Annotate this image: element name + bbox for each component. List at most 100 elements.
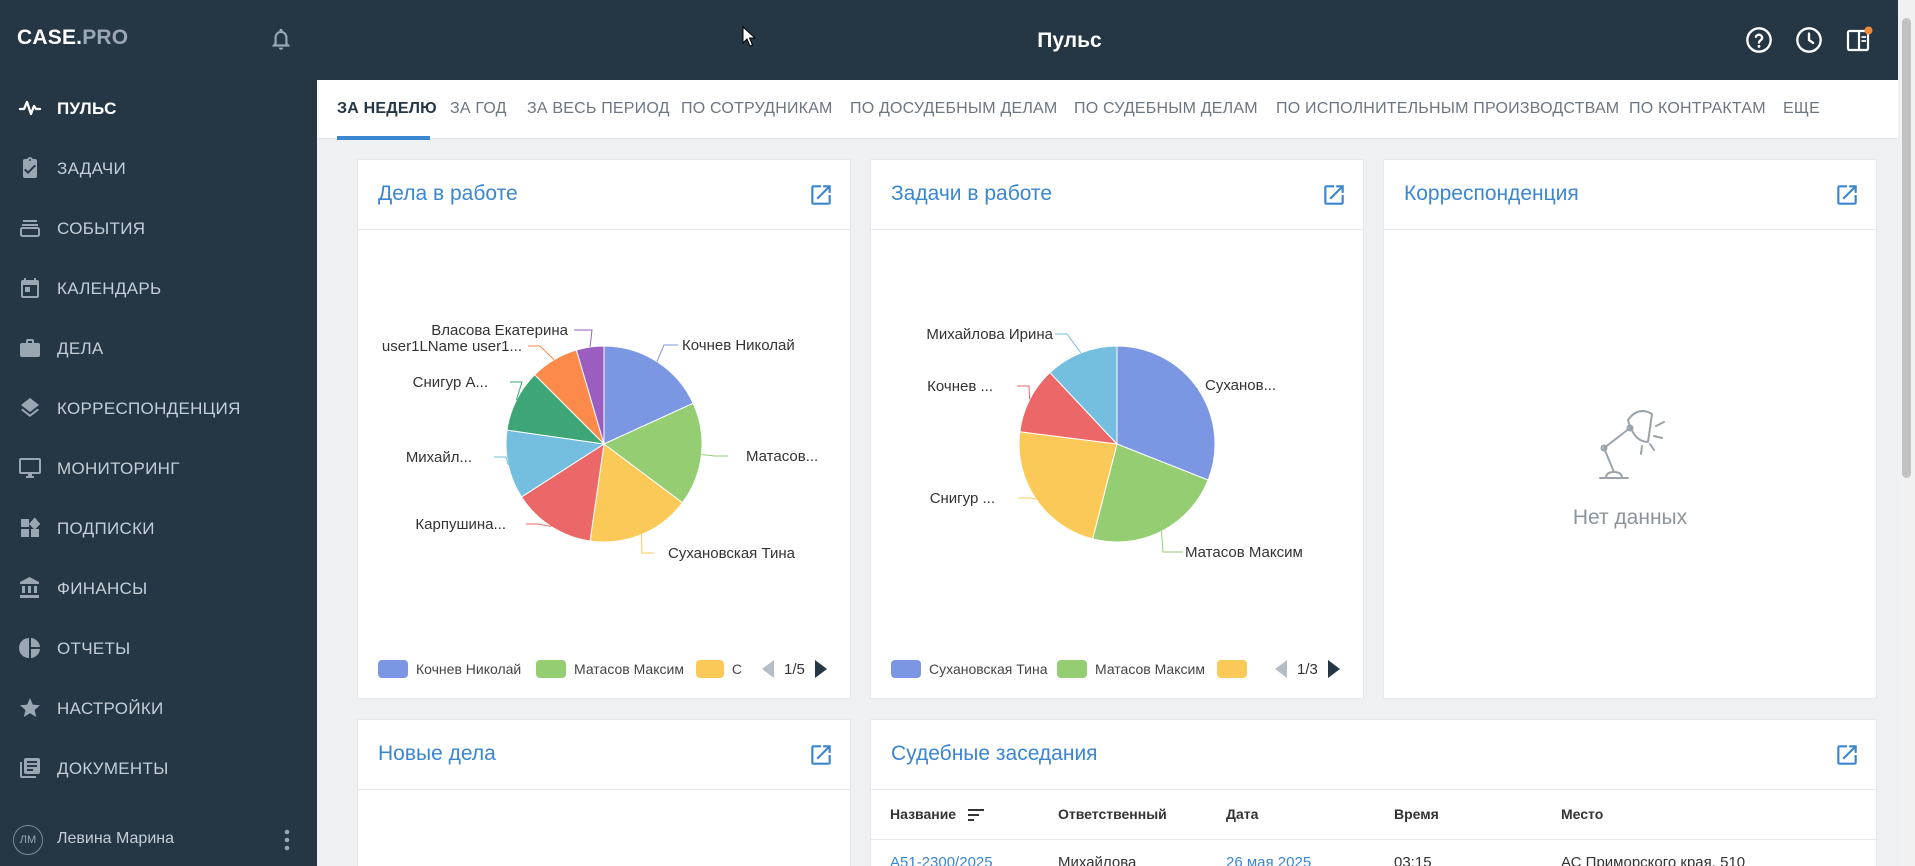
legend-swatch (536, 660, 566, 678)
help-icon[interactable] (1745, 26, 1773, 54)
pie-slice[interactable] (1049, 345, 1118, 446)
pie-leader-line (641, 534, 654, 554)
tab-7[interactable]: ПО ИСПОЛНИТЕЛЬНЫМ ПРОИЗВОДСТВАМ (1276, 100, 1620, 117)
events-icon (20, 220, 40, 237)
legend-prev-button[interactable] (762, 660, 774, 678)
sidebar-item-5[interactable]: ДЕЛА (0, 324, 317, 372)
sidebar-item-7[interactable]: МОНИТОРИНГ (0, 444, 317, 492)
tab-1[interactable]: ЗА НЕДЕЛЮ (337, 80, 437, 140)
scrollbar-thumb[interactable] (1902, 18, 1911, 478)
sidebar-item-label: КОРРЕСПОНДЕНЦИЯ (57, 399, 241, 418)
pie-label: Михайл... (406, 449, 472, 466)
tab-9[interactable]: ЕЩЕ (1783, 100, 1820, 117)
legend-item[interactable]: С (696, 658, 742, 680)
open-external-icon[interactable] (1834, 182, 1860, 208)
panel-toggle-icon[interactable] (1845, 26, 1873, 54)
sidebar-item-label: СОБЫТИЯ (57, 219, 146, 238)
legend-label: Матасов Максим (1095, 661, 1205, 677)
date-link[interactable]: 26 мая 2025 (1226, 854, 1312, 866)
pie-slice[interactable] (505, 429, 606, 498)
tab-5[interactable]: ПО ДОСУДЕБНЫМ ДЕЛАМ (850, 100, 1058, 117)
sidebar-item-label: КАЛЕНДАРЬ (57, 279, 162, 298)
column-header-date[interactable]: Дата (1226, 806, 1259, 822)
legend-page-indicator: 1/5 (784, 660, 805, 678)
period-tabs: ЗА НЕДЕЛЮ ЗА ГОД ЗА ВЕСЬ ПЕРИОД ПО СОТРУДНИ… (317, 80, 1898, 140)
legend-item[interactable]: Матасов Максим (1057, 658, 1205, 680)
pie-label: Карпушина... (415, 516, 506, 533)
sidebar-item-9[interactable]: ФИНАНСЫ (0, 564, 317, 612)
bank-icon (20, 577, 39, 598)
pie-slice[interactable] (603, 402, 703, 504)
legend-swatch (891, 660, 921, 678)
sidebar-item-label: МОНИТОРИНГ (57, 459, 180, 478)
case-number-link[interactable]: А51-2300/2025 (890, 854, 993, 866)
legend-item[interactable] (1217, 658, 1257, 680)
pie-label: Кочнев ... (927, 378, 993, 395)
card-title: Судебные заседания (891, 742, 1098, 765)
card-title: Дела в работе (378, 182, 518, 205)
time-cell: 03:15 (1394, 854, 1432, 866)
sidebar-item-12[interactable]: ДОКУМЕНТЫ (0, 744, 317, 792)
history-clock-icon[interactable] (1795, 26, 1823, 54)
column-header-responsible[interactable]: Ответственный (1058, 806, 1167, 822)
app-logo[interactable]: CASE.PRO (17, 26, 129, 49)
sidebar-item-label: НАСТРОЙКИ (57, 699, 164, 718)
user-name: Левина Марина (57, 830, 174, 847)
layers-icon (21, 398, 39, 417)
open-external-icon[interactable] (1834, 742, 1860, 768)
sidebar-item-1[interactable]: ПУЛЬС (0, 84, 317, 132)
bell-icon[interactable] (268, 26, 294, 52)
pie-label: user1LName user1... (382, 338, 522, 355)
pie-label: Сухановская Тина (668, 545, 796, 562)
sidebar-item-label: ДОКУМЕНТЫ (57, 759, 169, 778)
more-vert-icon[interactable] (278, 826, 296, 854)
legend-item[interactable]: Сухановская Тина (891, 658, 1048, 680)
legend-pager: 1/5 (762, 658, 827, 680)
pie-label: Михайлова Ирина (926, 326, 1053, 343)
tab-2[interactable]: ЗА ГОД (450, 100, 507, 117)
pie-leader-line (1170, 384, 1199, 390)
open-external-icon[interactable] (1321, 182, 1347, 208)
tab-6[interactable]: ПО СУДЕБНЫМ ДЕЛАМ (1074, 100, 1258, 117)
user-profile[interactable]: ЛМ Левина Марина (0, 820, 317, 860)
sidebar-item-3[interactable]: СОБЫТИЯ (0, 204, 317, 252)
sidebar-item-2[interactable]: ЗАДАЧИ (0, 144, 317, 192)
pie-leader-line (494, 456, 509, 465)
no-data-text: Нет данных (1572, 506, 1688, 529)
sidebar-item-4[interactable]: КАЛЕНДАРЬ (0, 264, 317, 312)
legend-next-button[interactable] (814, 660, 827, 678)
sidebar-item-label: ДЕЛА (57, 339, 104, 358)
cases-in-progress-card: Дела в работе Кочнев Николай Матасов... Су… (357, 159, 851, 699)
pie-slice[interactable] (589, 443, 684, 543)
legend-prev-button[interactable] (1275, 660, 1287, 678)
sidebar-item-11[interactable]: НАСТРОЙКИ (0, 684, 317, 732)
pie-slice[interactable] (1019, 371, 1119, 445)
sort-icon[interactable] (967, 808, 984, 822)
column-header-name[interactable]: Название (890, 806, 984, 822)
tab-8[interactable]: ПО КОНТРАКТАМ (1629, 100, 1766, 117)
open-external-icon[interactable] (808, 182, 834, 208)
card-title: Корреспонденция (1404, 182, 1579, 205)
sidebar-item-10[interactable]: ОТЧЕТЫ (0, 624, 317, 672)
sidebar-item-6[interactable]: КОРРЕСПОНДЕНЦИЯ (0, 384, 317, 432)
legend-item[interactable]: Матасов Максим (536, 658, 684, 680)
column-header-time[interactable]: Время (1394, 806, 1439, 822)
pie-leader-line (656, 344, 678, 362)
pie-slice[interactable] (575, 345, 605, 445)
tab-3[interactable]: ЗА ВЕСЬ ПЕРИОД (527, 100, 670, 117)
open-external-icon[interactable] (808, 742, 834, 768)
tab-4[interactable]: ПО СОТРУДНИКАМ (681, 100, 833, 117)
column-header-place[interactable]: Место (1561, 806, 1604, 822)
pulse-icon (18, 100, 42, 116)
top-bar: Пульс (317, 0, 1898, 80)
legend-item[interactable]: Кочнев Николай (378, 658, 521, 680)
pie-chart-icon (19, 638, 40, 658)
pie-label: Снигур А... (413, 374, 488, 391)
chart-legend: Кочнев Николай Матасов Максим С 1/5 (378, 658, 827, 680)
pie-slice[interactable] (520, 442, 605, 542)
sidebar-item-8[interactable]: ПОДПИСКИ (0, 504, 317, 552)
briefcase-icon (20, 339, 40, 357)
pie-slice[interactable] (1092, 443, 1209, 543)
legend-next-button[interactable] (1327, 660, 1340, 678)
task-icon (23, 157, 37, 178)
